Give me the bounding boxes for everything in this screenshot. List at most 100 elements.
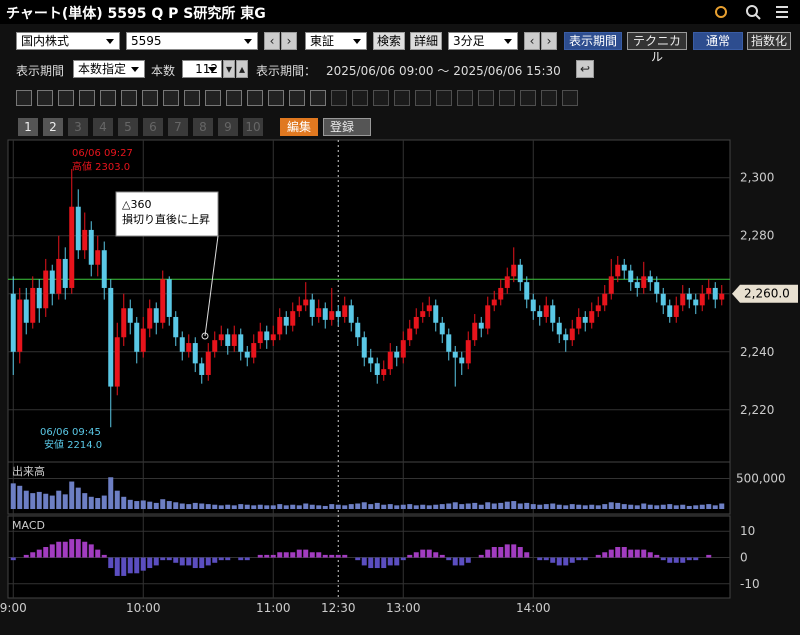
candle-body (283, 316, 289, 326)
search-button[interactable]: 検索 (373, 32, 405, 50)
tab[interactable]: 9 (218, 118, 238, 136)
tool-icon[interactable] (310, 90, 326, 106)
interval-select[interactable]: 3分足 (448, 32, 518, 50)
tool-icon[interactable] (100, 90, 116, 106)
candle-body (56, 258, 62, 294)
volume-bar (530, 504, 536, 509)
tab[interactable]: 1 (18, 118, 38, 136)
tool-icon[interactable] (352, 90, 368, 106)
edit-button[interactable]: 編集 (280, 118, 318, 136)
tool-icon[interactable] (163, 90, 179, 106)
tool-icon[interactable] (16, 90, 32, 106)
last-price-tag (732, 284, 798, 303)
tool-icon[interactable] (415, 90, 431, 106)
range-label: 表示期間： (256, 64, 317, 78)
tool-icon[interactable] (268, 90, 284, 106)
tool-icon[interactable] (184, 90, 200, 106)
tool-icon[interactable] (373, 90, 389, 106)
tab[interactable]: 4 (93, 118, 113, 136)
volume-bar (686, 505, 692, 509)
tool-icon[interactable] (331, 90, 347, 106)
mode-select[interactable]: 本数指定 (73, 60, 145, 78)
price-panel (7, 139, 731, 463)
tool-icon[interactable] (205, 90, 221, 106)
low-time: 06/06 09:45 (40, 427, 101, 438)
volume-bar (199, 503, 205, 509)
tool-icon[interactable] (121, 90, 137, 106)
volume-bar (270, 505, 276, 509)
candle-body (218, 334, 224, 341)
tool-icon[interactable] (562, 90, 578, 106)
volume-bar (446, 503, 452, 509)
volume-bar (550, 503, 556, 509)
tab[interactable]: 6 (143, 118, 163, 136)
tool-icon[interactable] (247, 90, 263, 106)
tool-icon[interactable] (478, 90, 494, 106)
tool-icon[interactable] (37, 90, 53, 106)
normal-button[interactable]: 通常 (693, 32, 743, 50)
volume-bar (374, 502, 380, 509)
tab[interactable]: 7 (168, 118, 188, 136)
period-button[interactable]: 表示期間 (564, 32, 622, 50)
tool-icon[interactable] (394, 90, 410, 106)
technical-button[interactable]: テクニカル (627, 32, 687, 64)
volume-bar (244, 504, 250, 509)
volume-bar (153, 502, 159, 509)
volume-bar (621, 504, 627, 509)
macd-bar (680, 557, 686, 563)
macd-bar (524, 552, 530, 558)
tool-icon[interactable] (226, 90, 242, 106)
volume-bar (634, 505, 640, 509)
candle-body (244, 351, 250, 358)
candle-body (30, 287, 36, 323)
tool-icon[interactable] (457, 90, 473, 106)
tab[interactable]: 8 (193, 118, 213, 136)
x-tick-label: 12:30 (321, 601, 356, 615)
tab[interactable]: 10 (243, 118, 263, 136)
tool-icon[interactable] (499, 90, 515, 106)
x-tick-label: 11:00 (256, 601, 291, 615)
market-select[interactable]: 国内株式 (16, 32, 120, 50)
volume-bar (166, 501, 172, 509)
reset-button[interactable]: ↩ (576, 60, 594, 78)
count-up[interactable]: ▴ (236, 60, 248, 78)
candle-body (231, 334, 237, 346)
tool-icon[interactable] (520, 90, 536, 106)
volume-bar (238, 504, 244, 509)
volume-bar (465, 503, 471, 509)
prev-button[interactable]: ‹ (264, 32, 280, 50)
window-icons[interactable] (712, 3, 797, 21)
candle-body (602, 293, 608, 306)
tool-icon[interactable] (541, 90, 557, 106)
tab[interactable]: 3 (68, 118, 88, 136)
prev-interval[interactable]: ‹ (524, 32, 540, 50)
macd-bar (478, 554, 484, 558)
macd-bar (56, 541, 62, 558)
next-interval[interactable]: › (541, 32, 557, 50)
tab[interactable]: 5 (118, 118, 138, 136)
index-button[interactable]: 指数化 (747, 32, 791, 50)
candle-body (439, 322, 445, 335)
macd-bar (693, 557, 699, 561)
volume-bar (147, 501, 153, 509)
candle-body (335, 311, 341, 317)
count-input[interactable]: 112 (182, 60, 222, 78)
tab[interactable]: 2 (43, 118, 63, 136)
detail-button[interactable]: 詳細 (410, 32, 442, 50)
tool-icon[interactable] (79, 90, 95, 106)
exchange-select[interactable]: 東証 (305, 32, 367, 50)
code-input[interactable]: 5595 (126, 32, 258, 50)
tool-icon[interactable] (436, 90, 452, 106)
volume-bar (595, 505, 601, 509)
macd-bar (316, 552, 322, 558)
macd-bar (465, 557, 471, 563)
candle-body (686, 293, 692, 300)
next-button[interactable]: › (281, 32, 297, 50)
register-button[interactable]: 登録 (323, 118, 371, 136)
tool-icon[interactable] (142, 90, 158, 106)
count-down[interactable]: ▾ (223, 60, 235, 78)
macd-bar (114, 557, 120, 576)
tool-icon[interactable] (58, 90, 74, 106)
tool-icon[interactable] (289, 90, 305, 106)
